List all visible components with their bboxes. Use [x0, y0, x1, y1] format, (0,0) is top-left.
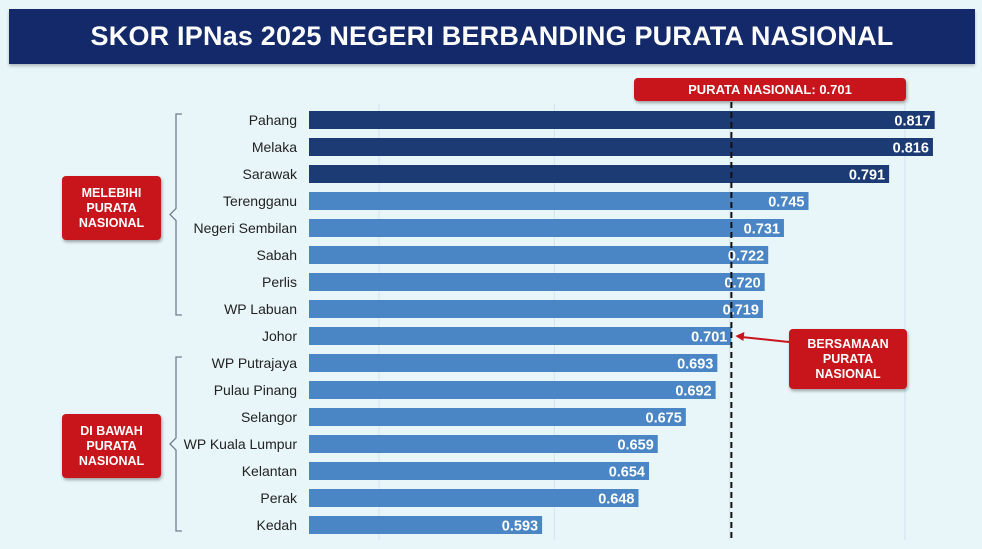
chart-title: SKOR IPNas 2025 NEGERI BERBANDING PURATA… — [9, 9, 975, 64]
bar-15 — [309, 516, 543, 534]
value-label-13: 0.654 — [609, 465, 645, 481]
bar-4 — [309, 219, 784, 237]
value-label-8: 0.701 — [691, 330, 727, 346]
category-label-7: WP Labuan — [224, 301, 297, 317]
bar-3 — [309, 192, 809, 210]
category-label-13: Kelantan — [242, 463, 297, 479]
category-label-0: Pahang — [249, 112, 297, 128]
bar-0 — [309, 111, 935, 129]
value-label-12: 0.659 — [617, 438, 653, 454]
bar-7 — [309, 300, 763, 318]
category-label-6: Perlis — [262, 274, 297, 290]
equal-average-arrow-line — [741, 336, 790, 343]
category-label-11: Selangor — [241, 409, 297, 425]
bar-1 — [309, 138, 933, 156]
bar-14 — [309, 489, 639, 507]
category-label-1: Melaka — [252, 139, 297, 155]
bar-12 — [309, 435, 658, 453]
below-average-group-text: DI BAWAH PURATA NASIONAL — [78, 423, 145, 468]
equal-average-label: BERSAMAAN PURATA NASIONAL — [789, 329, 907, 389]
category-label-3: Terengganu — [223, 193, 297, 209]
category-label-4: Negeri Sembilan — [194, 220, 298, 236]
category-label-2: Sarawak — [243, 166, 298, 182]
equal-average-text: BERSAMAAN PURATA NASIONAL — [807, 336, 889, 381]
bar-11 — [309, 408, 686, 426]
bar-13 — [309, 462, 650, 480]
below-average-brace — [169, 356, 182, 532]
bar-2 — [309, 165, 890, 183]
bar-8 — [309, 327, 732, 345]
value-label-0: 0.817 — [894, 114, 930, 130]
above-average-brace — [169, 113, 182, 316]
above-average-group-text: MELEBIHI PURATA NASIONAL — [78, 185, 145, 230]
category-label-14: Perak — [260, 490, 298, 506]
bar-5 — [309, 246, 769, 264]
value-label-11: 0.675 — [646, 411, 682, 427]
equal-average-arrow-head — [735, 332, 745, 341]
value-label-2: 0.791 — [849, 168, 885, 184]
category-label-15: Kedah — [257, 517, 297, 533]
category-label-12: WP Kuala Lumpur — [184, 436, 298, 452]
category-label-10: Pulau Pinang — [214, 382, 297, 398]
value-label-7: 0.719 — [723, 303, 759, 319]
bar-6 — [309, 273, 765, 291]
value-label-15: 0.593 — [502, 519, 538, 535]
value-label-5: 0.722 — [728, 249, 764, 265]
category-label-9: WP Putrajaya — [212, 355, 298, 371]
below-average-group-label: DI BAWAH PURATA NASIONAL — [62, 414, 161, 478]
value-label-1: 0.816 — [893, 141, 929, 157]
value-label-6: 0.720 — [724, 276, 760, 292]
value-label-3: 0.745 — [768, 195, 804, 211]
bar-9 — [309, 354, 718, 372]
above-average-group-label: MELEBIHI PURATA NASIONAL — [62, 176, 161, 240]
category-label-8: Johor — [262, 328, 297, 344]
category-label-5: Sabah — [257, 247, 297, 263]
value-label-14: 0.648 — [598, 492, 634, 508]
bar-10 — [309, 381, 716, 399]
value-label-9: 0.693 — [677, 357, 713, 373]
value-label-10: 0.692 — [675, 384, 711, 400]
value-label-4: 0.731 — [744, 222, 780, 238]
national-average-label: PURATA NASIONAL: 0.701 — [634, 78, 906, 101]
